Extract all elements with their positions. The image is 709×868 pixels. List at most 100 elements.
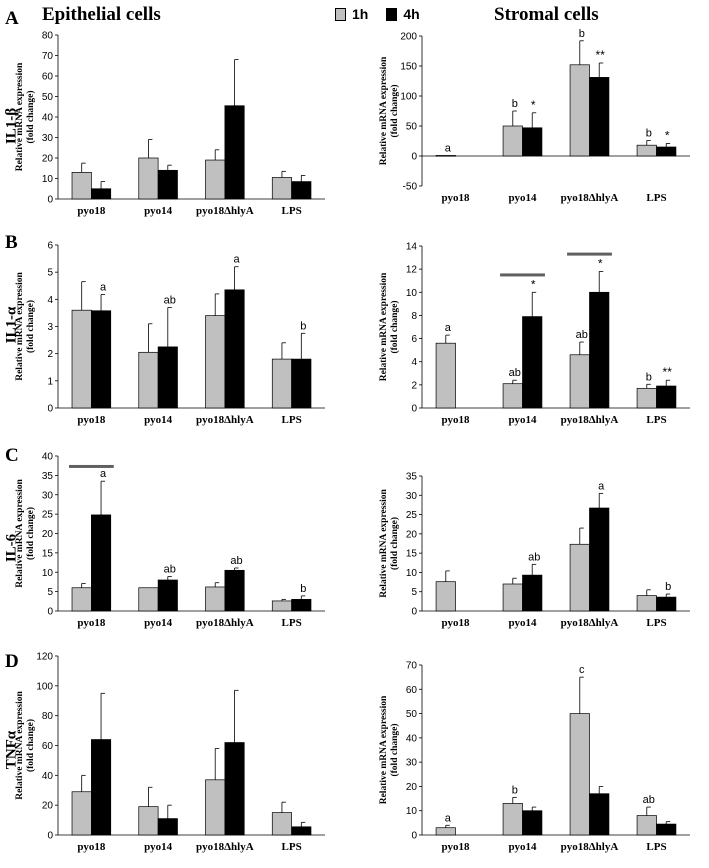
y-tick-label: 60 bbox=[406, 685, 418, 696]
y-axis-label-line: (fold change) bbox=[389, 723, 400, 776]
category-label: pyo18 bbox=[441, 841, 470, 853]
significance-bar bbox=[567, 252, 612, 256]
y-axis-label-line: (fold change) bbox=[389, 84, 400, 137]
bar-1h bbox=[636, 595, 657, 612]
y-tick-label: 35 bbox=[42, 471, 54, 482]
category-label: pyo18 bbox=[441, 414, 470, 426]
category-label: pyo18 bbox=[77, 841, 106, 853]
y-tick-label: 40 bbox=[42, 113, 54, 124]
y-tick-label: 5 bbox=[47, 587, 53, 598]
category-label: LPS bbox=[282, 205, 302, 217]
bar-4h bbox=[522, 316, 543, 409]
y-tick-label: 0 bbox=[411, 831, 417, 842]
bar-4h bbox=[157, 818, 178, 836]
y-tick-label: 10 bbox=[42, 568, 54, 579]
significance-label: ab bbox=[528, 551, 540, 563]
bar-4h bbox=[224, 742, 245, 836]
significance-label: b bbox=[300, 583, 306, 595]
bar-4h bbox=[522, 574, 543, 612]
bar-1h bbox=[71, 791, 92, 836]
bar-4h bbox=[522, 127, 543, 157]
legend-swatch-4h bbox=[386, 7, 398, 21]
bar-1h bbox=[205, 159, 226, 200]
y-tick-label: 20 bbox=[42, 801, 54, 812]
bar-1h bbox=[569, 354, 590, 409]
bar-1h bbox=[569, 713, 590, 836]
bar-4h bbox=[224, 105, 245, 200]
y-axis-label: Relative mRNA expression(fold change) bbox=[15, 479, 36, 588]
bar-4h bbox=[656, 385, 677, 409]
bar-1h bbox=[138, 351, 159, 409]
category-label: LPS bbox=[646, 192, 666, 204]
category-label: LPS bbox=[282, 841, 302, 853]
y-tick-label: 8 bbox=[411, 311, 417, 322]
y-axis-label-line: Relative mRNA expression bbox=[379, 489, 389, 598]
category-label: pyo18ΔhlyA bbox=[196, 617, 254, 629]
bar-1h bbox=[205, 779, 226, 836]
bar-1h bbox=[71, 587, 92, 612]
bar-1h bbox=[569, 543, 590, 612]
category-label: LPS bbox=[282, 617, 302, 629]
significance-label: ab bbox=[643, 794, 655, 806]
bar-4h bbox=[157, 169, 178, 200]
bar-1h bbox=[502, 583, 523, 612]
category-label: pyo18ΔhlyA bbox=[561, 192, 619, 204]
panel-letter-d: D bbox=[5, 651, 19, 672]
y-tick-label: 200 bbox=[400, 32, 417, 43]
bar-1h bbox=[435, 581, 456, 612]
y-tick-label: 20 bbox=[42, 154, 54, 165]
legend-label-4h: 4h bbox=[403, 6, 420, 22]
bar-1h bbox=[502, 125, 523, 157]
y-tick-label: 2 bbox=[47, 349, 53, 360]
category-label: LPS bbox=[646, 841, 666, 853]
category-label: pyo14 bbox=[144, 205, 173, 217]
y-axis-label-line: (fold change) bbox=[389, 517, 400, 570]
significance-label: b bbox=[300, 320, 306, 332]
significance-label: * bbox=[531, 277, 536, 291]
significance-label: a bbox=[445, 322, 452, 334]
category-label: pyo14 bbox=[508, 414, 537, 426]
category-label: pyo14 bbox=[144, 617, 173, 629]
y-axis-label: Relative mRNA expression(fold change) bbox=[379, 695, 400, 804]
panel-letter-a: A bbox=[5, 8, 19, 29]
y-tick-label: 30 bbox=[406, 491, 418, 502]
y-tick-label: 20 bbox=[406, 529, 418, 540]
significance-label: b bbox=[646, 371, 652, 383]
chart-C-str: 0 5 10 15 20 25 30 35 Relative mRNA expression(f… bbox=[379, 472, 690, 629]
y-axis-label-line: Relative mRNA expression bbox=[15, 272, 25, 381]
y-tick-label: 25 bbox=[406, 510, 418, 521]
bar-1h bbox=[138, 587, 159, 612]
significance-label: a bbox=[100, 468, 107, 480]
y-tick-label: 0 bbox=[47, 831, 53, 842]
legend-label-1h: 1h bbox=[352, 6, 369, 22]
y-tick-label: 70 bbox=[406, 661, 418, 672]
y-tick-label: 60 bbox=[42, 741, 54, 752]
category-label: LPS bbox=[646, 414, 666, 426]
y-tick-label: 6 bbox=[47, 241, 53, 252]
y-tick-label: 50 bbox=[42, 92, 54, 103]
bar-4h bbox=[224, 569, 245, 612]
bar-4h bbox=[589, 77, 610, 157]
category-label: pyo18 bbox=[77, 205, 106, 217]
category-label: pyo18ΔhlyA bbox=[196, 205, 254, 217]
significance-label: a bbox=[598, 480, 605, 492]
chart-D-epi: 0 20 40 60 80 100 120 Relative mRNA expression(… bbox=[15, 652, 325, 853]
y-tick-label: 0 bbox=[411, 607, 417, 618]
bar-4h bbox=[291, 358, 312, 409]
y-tick-label: 0 bbox=[47, 195, 53, 206]
significance-label: ab bbox=[230, 555, 242, 567]
y-tick-label: 70 bbox=[42, 51, 54, 62]
y-tick-label: 150 bbox=[400, 62, 417, 73]
category-label: pyo18ΔhlyA bbox=[196, 841, 254, 853]
y-tick-label: 2 bbox=[411, 380, 417, 391]
y-tick-label: 12 bbox=[406, 265, 418, 276]
significance-label: ** bbox=[596, 48, 606, 62]
category-label: pyo18 bbox=[77, 414, 106, 426]
category-label: pyo18 bbox=[441, 617, 470, 629]
y-tick-label: -50 bbox=[403, 182, 418, 193]
significance-label: b bbox=[512, 784, 518, 796]
category-label: pyo14 bbox=[508, 192, 537, 204]
significance-label: a bbox=[445, 142, 452, 154]
y-tick-label: 80 bbox=[42, 31, 54, 42]
